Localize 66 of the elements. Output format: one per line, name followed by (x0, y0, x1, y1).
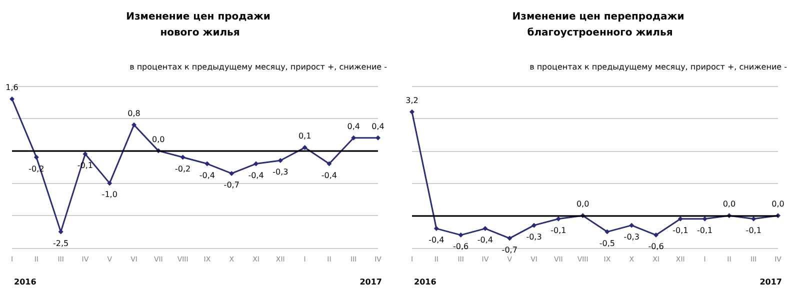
data-label: 0,0 (722, 200, 736, 209)
data-label: -0,7 (224, 180, 240, 190)
point (702, 216, 708, 222)
data-label: 0,0 (772, 200, 784, 209)
point (410, 109, 414, 114)
data-label: -0,7 (502, 245, 518, 254)
text: 2016 (414, 278, 437, 286)
data-label: -0,5 (599, 238, 616, 248)
data-label: 3,2 (406, 96, 418, 105)
point (10, 96, 14, 102)
data-label: -0,3 (526, 232, 542, 242)
data-label: -0,6 (452, 242, 469, 252)
point (302, 145, 308, 150)
data-label: -0,1 (746, 226, 762, 235)
data-label: 0,0 (152, 134, 165, 144)
data-label: -2,5 (52, 238, 69, 248)
point (180, 154, 186, 160)
text: 2017 (360, 278, 382, 286)
point (229, 170, 234, 176)
point (278, 158, 283, 164)
data-label: -0,3 (272, 168, 288, 177)
point (434, 226, 439, 232)
chart-subtitle: в процентах к предыдущему месяцу, прирост +, снижение - (530, 62, 788, 72)
data-label: -0,4 (321, 170, 338, 180)
point (507, 236, 512, 241)
point (532, 222, 536, 228)
data-label: -0,6 (648, 242, 664, 252)
point (458, 232, 464, 238)
point (132, 122, 136, 128)
data-label: 0,0 (576, 200, 590, 209)
data-label: -0,4 (428, 236, 444, 245)
data-label: 0,8 (128, 108, 140, 118)
data-label: 0,4 (372, 122, 384, 131)
point (107, 180, 112, 186)
point (204, 161, 210, 166)
point (82, 152, 88, 157)
data-label: -0,1 (672, 226, 688, 235)
data-label: 0,4 (347, 122, 360, 131)
data-label: 0,1 (298, 132, 312, 141)
data-label: 1,6 (6, 82, 18, 92)
chart-subtitle: в процентах к предыдущему месяцу, прирост +, снижение - (130, 62, 388, 72)
point (604, 229, 610, 234)
point (482, 226, 488, 232)
point (351, 135, 356, 140)
chart-title: Изменение цен продажи нового жилья (126, 12, 274, 38)
text: 2017 (760, 278, 782, 286)
data-label: -0,1 (550, 226, 566, 235)
point (678, 216, 683, 222)
point (58, 229, 64, 234)
point (751, 216, 756, 222)
data-label: -0,4 (248, 170, 264, 180)
point (34, 154, 39, 160)
text: 2016 (14, 278, 37, 286)
point (629, 222, 634, 228)
data-label: -0,3 (624, 232, 640, 242)
data-label: -0,4 (477, 236, 494, 245)
chart-title: Изменение цен перепродажи благоустроенного жилья (512, 12, 688, 38)
data-label: -0,2 (174, 164, 191, 174)
point (376, 135, 380, 140)
data-label: -1,0 (102, 190, 118, 200)
point (556, 216, 561, 222)
point (326, 161, 332, 166)
data-label: -0,4 (199, 170, 216, 180)
data-label: -0,1 (696, 226, 713, 235)
point (254, 161, 258, 166)
point (654, 232, 658, 238)
